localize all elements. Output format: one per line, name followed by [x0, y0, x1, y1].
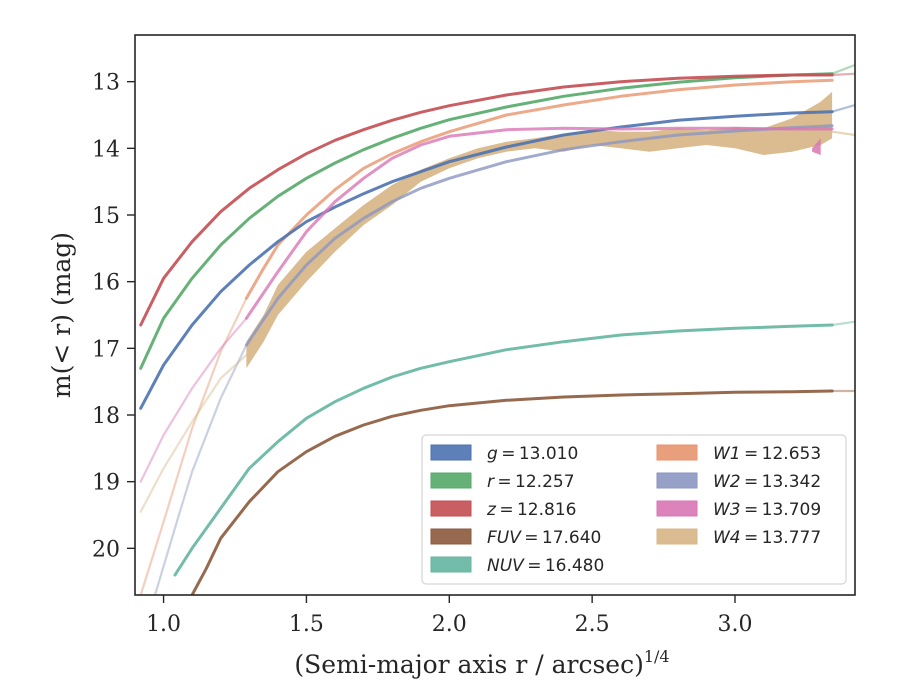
y-axis: 13 14 15 16 17 18 19 20	[92, 71, 135, 562]
series-nuv-faint-line	[830, 320, 855, 327]
legend-label-w2: W2 = 13.342	[713, 472, 821, 492]
series-w2-faint-line	[153, 343, 248, 595]
y-tick-label: 14	[92, 137, 120, 162]
legend-label-fuv: FUV = 17.640	[487, 528, 601, 548]
legend-label-nuv: NUV = 16.480	[487, 556, 604, 576]
legend-swatch-w3	[656, 500, 698, 517]
x-tick-label: 1.5	[289, 612, 324, 637]
series-nuv-line	[173, 323, 834, 577]
y-tick-label: 20	[92, 537, 120, 562]
x-axis-label-superscript: 1/4	[644, 647, 670, 666]
series-w4-tail-line	[831, 130, 855, 137]
y-tick-label: 17	[92, 337, 120, 362]
legend-label-w3: W3 = 13.709	[713, 500, 821, 520]
plot-frame	[134, 34, 856, 596]
y-axis-label: m(< r) (mag)	[47, 232, 76, 398]
x-axis: 1.0 1.5 2.0 2.5 3.0	[146, 595, 753, 637]
x-axis-label: (Semi-major axis r / arcsec)1/4	[294, 647, 669, 679]
series-r-faint-line	[830, 63, 855, 75]
legend-swatch-r	[430, 472, 472, 489]
series-r-line	[139, 72, 834, 370]
series-fuv-line	[190, 389, 834, 595]
legend-swatch-w2	[656, 472, 698, 489]
y-tick-label: 13	[92, 71, 120, 96]
y-tick-label: 15	[92, 204, 120, 229]
legend-label-w4: W4 = 13.777	[713, 528, 821, 548]
series-z-faint-line	[830, 72, 855, 77]
series-w4-faint-line	[139, 353, 248, 513]
legend-swatch-fuv	[430, 528, 472, 545]
legend-swatch-z	[430, 500, 472, 517]
legend-label-g: g = 13.010	[487, 444, 578, 464]
legend-frame	[421, 434, 847, 585]
y-tick-label: 16	[92, 271, 120, 296]
legend-label-w1: W1 = 12.653	[713, 444, 821, 464]
x-tick-label: 3.0	[718, 612, 753, 637]
series-w3-faint-line	[139, 317, 248, 483]
series-w4-band	[246, 91, 833, 369]
series-w2-line	[244, 124, 834, 347]
legend-label-r: r = 12.257	[487, 472, 575, 492]
series-w3-line	[244, 126, 834, 320]
series-w1-faint-line	[139, 297, 248, 595]
x-axis-label-main: (Semi-major axis r / arcsec)	[294, 650, 643, 679]
y-tick-label: 19	[92, 471, 120, 496]
legend-swatch-w1	[656, 444, 698, 461]
legend-swatch-nuv	[430, 556, 472, 573]
series-g-faint-line	[830, 103, 855, 113]
x-tick-label: 1.0	[146, 612, 181, 637]
x-tick-label: 2.5	[575, 612, 610, 637]
series-z-line	[139, 73, 834, 327]
legend-label-z: z = 12.816	[486, 500, 576, 520]
y-tick-label: 18	[92, 404, 120, 429]
series-g-line	[139, 110, 834, 410]
legend-swatch-w4	[656, 528, 698, 545]
series-w3-band	[812, 138, 821, 155]
x-tick-label: 2.0	[432, 612, 467, 637]
legend-swatch-g	[430, 444, 472, 461]
legend: g = 13.010 r = 12.257 z = 12.816 FUV = 17.6…	[421, 434, 847, 585]
plot-area	[139, 63, 855, 595]
